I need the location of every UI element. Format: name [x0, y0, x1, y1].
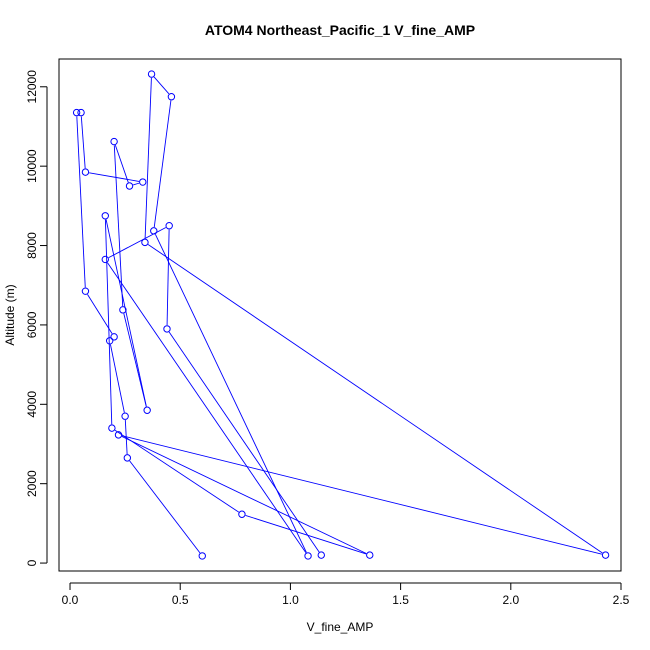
series-line-segment	[168, 331, 320, 553]
x-tick-label: 0.5	[172, 593, 189, 607]
y-tick-label: 4000	[25, 391, 39, 418]
series-line-segment	[147, 244, 603, 554]
data-point	[110, 333, 118, 341]
data-point	[163, 325, 171, 333]
data-point	[366, 551, 374, 559]
data-point	[105, 337, 114, 345]
y-axis: 0 2000 4000 6000 8000 10000 12000	[25, 70, 48, 566]
y-tick-label: 10000	[25, 149, 39, 183]
series-line-segment	[154, 234, 307, 553]
series-line-segment	[123, 313, 147, 407]
series-line-segment	[144, 77, 152, 239]
data-point	[198, 552, 206, 560]
data-point	[165, 221, 173, 230]
data-point	[114, 431, 123, 439]
data-point	[238, 510, 246, 518]
series-line-segment	[121, 436, 367, 554]
x-tick-label: 1.5	[392, 593, 409, 607]
series-line-segment	[113, 145, 124, 307]
data-point	[147, 70, 156, 78]
series-line-segment	[245, 514, 367, 555]
data-point	[601, 551, 610, 559]
series-line-segment	[122, 435, 602, 555]
y-tick-label: 2000	[25, 470, 39, 497]
y-tick-label: 6000	[25, 311, 39, 338]
series-line-segment	[105, 219, 147, 407]
series-line-segment	[76, 116, 86, 288]
data-point	[139, 178, 147, 186]
series-line-segment	[107, 262, 307, 554]
series-line-segment	[129, 460, 201, 554]
chart-title: ATOM4 Northeast_Pacific_1 V_fine_AMP	[205, 22, 475, 38]
y-axis-label: Altitude (m)	[3, 284, 17, 345]
x-tick-label: 2.5	[613, 593, 630, 607]
data-point	[121, 412, 129, 420]
series-line-segment	[133, 182, 140, 186]
data-point	[125, 182, 134, 190]
series-line-segment	[153, 76, 170, 95]
data-point	[143, 406, 151, 414]
series-line-segment	[114, 144, 129, 183]
x-tick-label: 1.0	[282, 593, 299, 607]
y-tick-label: 0	[25, 559, 39, 566]
y-tick-label: 8000	[25, 232, 39, 259]
data-point	[317, 551, 325, 559]
y-tick-label: 12000	[25, 70, 39, 104]
data-point	[101, 212, 109, 220]
series-line-segment	[166, 229, 170, 326]
data-point	[72, 108, 81, 117]
data-point	[123, 454, 132, 462]
series-layer	[72, 70, 610, 560]
data-point	[141, 238, 149, 247]
x-axis-label: V_fine_AMP	[307, 620, 374, 634]
series-line-segment	[114, 429, 240, 513]
series-line-segment	[89, 172, 140, 182]
data-point	[101, 255, 109, 264]
series-line-segment	[153, 100, 172, 228]
x-axis: 0.0 0.5 1.0 1.5 2.0 2.5	[62, 582, 630, 607]
series-line-segment	[87, 294, 113, 334]
data-point	[110, 137, 118, 146]
data-point	[81, 168, 90, 176]
data-point	[167, 93, 176, 101]
series-line-segment	[104, 219, 113, 425]
series-line-segment	[110, 344, 125, 413]
data-point	[77, 108, 85, 117]
plot-frame	[58, 58, 622, 572]
x-tick-label: 2.0	[502, 593, 519, 607]
x-tick-label: 0.0	[62, 593, 79, 607]
data-point	[304, 552, 312, 560]
data-point	[81, 287, 90, 295]
data-point	[119, 306, 127, 314]
data-point	[150, 227, 158, 235]
series-line-segment	[80, 116, 86, 169]
data-point	[108, 424, 116, 432]
